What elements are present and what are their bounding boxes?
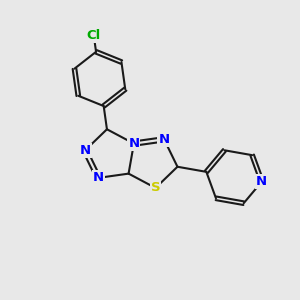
Text: S: S bbox=[151, 182, 160, 194]
Text: N: N bbox=[80, 144, 91, 157]
Text: Cl: Cl bbox=[87, 29, 101, 42]
Text: N: N bbox=[93, 171, 104, 184]
Text: N: N bbox=[158, 133, 169, 146]
Text: N: N bbox=[128, 137, 140, 150]
Text: N: N bbox=[256, 175, 267, 188]
